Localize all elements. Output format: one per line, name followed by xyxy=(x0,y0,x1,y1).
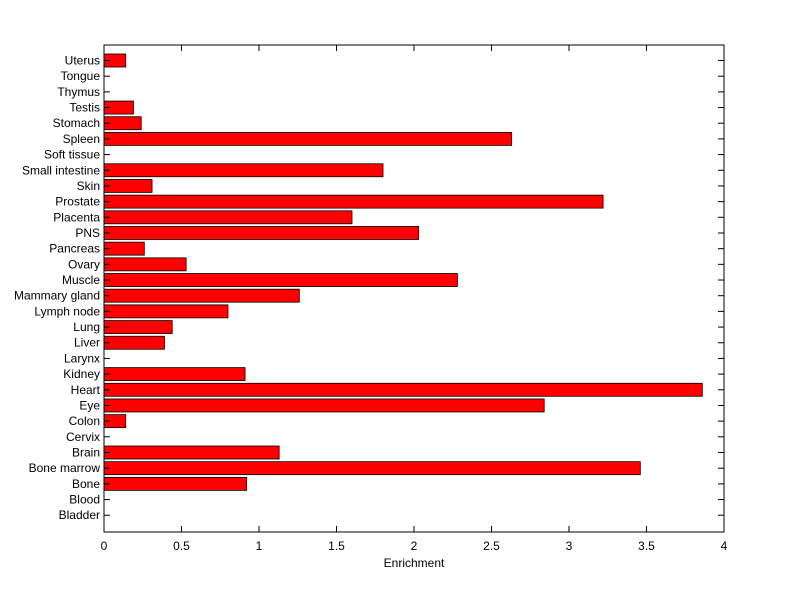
y-tick-label: Colon xyxy=(69,414,100,428)
bar xyxy=(103,131,513,146)
y-tick-label: Heart xyxy=(71,383,101,397)
x-tick-label: 1 xyxy=(256,539,263,553)
x-tick-label: 0 xyxy=(101,539,108,553)
x-tick-label: 2 xyxy=(411,539,418,553)
y-tick-label: Bladder xyxy=(59,508,100,522)
y-tick-label: Soft tissue xyxy=(44,148,100,162)
y-tick-label: Liver xyxy=(74,336,100,350)
plot-frame xyxy=(103,44,725,533)
y-tick-label: Prostate xyxy=(55,195,100,209)
bar xyxy=(103,163,384,178)
y-tick-label: Lymph node xyxy=(34,304,100,318)
bar xyxy=(103,476,248,491)
bar xyxy=(103,194,604,209)
x-tick-label: 3.5 xyxy=(638,539,655,553)
bar xyxy=(103,226,420,240)
bar xyxy=(103,179,153,193)
y-tick-label: Ovary xyxy=(68,257,100,271)
bar xyxy=(103,210,353,225)
y-tick-label: Pancreas xyxy=(49,242,100,256)
bar xyxy=(103,273,458,287)
bar xyxy=(103,461,641,476)
y-tick-label: Stomach xyxy=(53,116,100,130)
y-tick-label: Tongue xyxy=(61,69,101,83)
bar xyxy=(103,382,703,397)
bar xyxy=(103,445,280,460)
y-tick-label: Eye xyxy=(79,398,100,412)
y-tick-label: Small intestine xyxy=(22,163,100,177)
y-tick-label: Placenta xyxy=(53,210,100,224)
y-tick-label: Blood xyxy=(69,493,100,507)
x-axis-label: Enrichment xyxy=(384,556,445,570)
x-tick-label: 4 xyxy=(721,539,728,553)
y-tick-label: Bone xyxy=(72,477,100,491)
x-tick-label: 2.5 xyxy=(483,539,500,553)
y-tick-label: Spleen xyxy=(63,132,100,146)
bar xyxy=(103,398,545,413)
bar xyxy=(103,304,229,319)
bar xyxy=(103,288,300,303)
y-tick-label: Bone marrow xyxy=(29,461,101,475)
x-tick-label: 3 xyxy=(566,539,573,553)
x-tick-label: 1.5 xyxy=(328,539,345,553)
y-tick-label: Cervix xyxy=(66,430,100,444)
bar xyxy=(103,241,145,256)
bar xyxy=(103,257,187,272)
y-tick-label: Thymus xyxy=(57,85,100,99)
y-tick-label: PNS xyxy=(75,226,100,240)
bar xyxy=(103,367,246,382)
bar xyxy=(103,335,165,350)
y-tick-label: Brain xyxy=(72,446,100,460)
y-tick-label: Larynx xyxy=(64,351,100,365)
y-tick-label: Testis xyxy=(69,101,100,115)
y-tick-label: Lung xyxy=(73,320,100,334)
y-tick-label: Skin xyxy=(77,179,100,193)
y-tick-label: Mammary gland xyxy=(14,289,100,303)
y-tick-label: Uterus xyxy=(65,54,100,68)
y-tick-label: Muscle xyxy=(62,273,100,287)
x-tick-label: 0.5 xyxy=(173,539,190,553)
y-tick-label: Kidney xyxy=(63,367,100,381)
bar xyxy=(103,320,173,334)
